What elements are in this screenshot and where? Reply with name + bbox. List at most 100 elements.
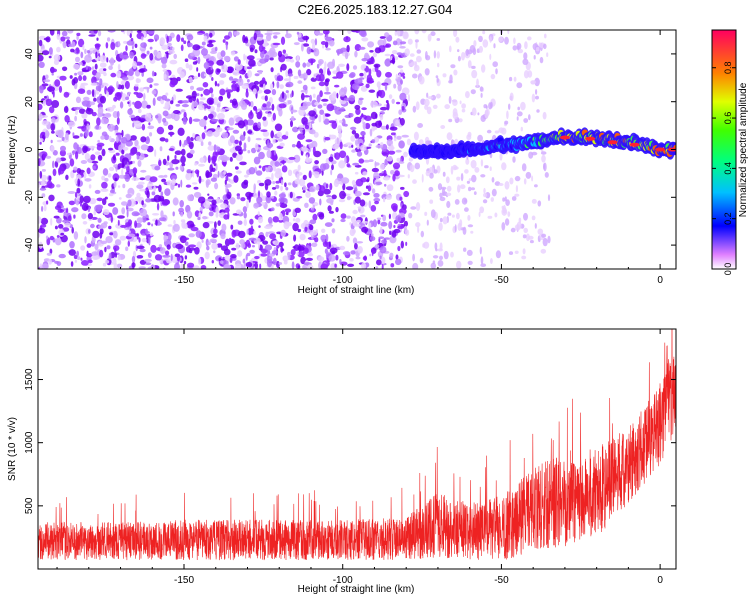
noise-blob [56,217,62,224]
noise-blob [79,195,84,203]
noise-blob [325,47,331,51]
noise-blob [204,251,210,260]
noise-blob [73,214,76,219]
noise-blob [186,169,192,174]
noise-blob [58,224,64,229]
top-y-tick-label: 20 [24,96,35,108]
noise-blob [381,82,389,86]
noise-blob [146,77,154,84]
noise-blob [314,160,319,165]
noise-blob [80,245,86,251]
sparse-blob [408,63,414,67]
noise-blob [141,200,144,206]
noise-blob [38,152,43,158]
sparse-blob [527,36,532,41]
noise-blob [346,196,351,201]
noise-blob [190,226,199,232]
noise-blob [193,75,198,80]
noise-blob [279,84,284,89]
noise-blob [270,130,275,139]
noise-blob [129,107,132,111]
noise-blob [106,245,111,250]
noise-blob [86,123,90,132]
noise-blob [192,61,198,65]
noise-blob [38,61,45,68]
noise-blob [218,95,223,102]
noise-blob [38,113,43,121]
noise-blob [285,81,294,88]
noise-blob [338,160,346,169]
sparse-blob [410,206,417,210]
sparse-blob [427,33,432,42]
sparse-blob [415,101,420,111]
noise-blob [91,66,95,70]
noise-blob [117,63,121,71]
noise-blob [223,55,231,62]
noise-blob [55,237,62,246]
noise-blob [71,227,74,234]
noise-blob [125,45,128,52]
noise-blob [232,129,240,134]
sparse-blob [430,262,437,269]
noise-blob [237,120,245,129]
noise-blob [247,136,251,143]
noise-blob [318,81,326,87]
noise-blob [247,130,253,134]
noise-blob [235,166,239,170]
sparse-blob [439,255,443,260]
noise-blob [226,127,234,131]
sparse-blob [465,158,470,165]
noise-blob [47,86,55,92]
noise-blob [38,103,43,111]
noise-blob [84,129,89,138]
sparse-blob [507,30,510,35]
noise-blob [334,143,339,150]
noise-blob [390,143,394,152]
noise-blob [204,73,207,77]
noise-blob [275,203,281,207]
sparse-blob [417,123,423,128]
noise-blob [316,94,321,103]
noise-blob [41,115,48,118]
noise-blob [201,41,206,46]
noise-blob [180,219,186,223]
noise-blob [107,173,112,178]
noise-blob [203,35,208,42]
noise-blob [382,214,387,222]
noise-blob [82,75,87,81]
noise-blob [231,80,237,84]
noise-blob [160,210,164,218]
sparse-blob [425,140,431,146]
noise-blob [309,122,312,128]
noise-blob [395,149,402,153]
noise-blob [278,197,286,203]
noise-blob [207,155,211,164]
noise-blob [234,139,239,144]
sparse-blob [516,82,523,89]
noise-blob [207,193,210,196]
sparse-blob [440,125,446,129]
bottom-x-tick-label: -150 [174,575,194,586]
noise-blob [368,68,372,76]
noise-blob [383,169,387,178]
noise-blob [297,164,301,171]
noise-blob [308,110,317,117]
sparse-blob [472,47,477,56]
noise-blob [265,231,269,237]
noise-blob [235,242,240,250]
sparse-blob [514,250,519,254]
noise-blob [146,145,154,153]
noise-blob [302,43,310,47]
noise-blob [236,195,241,200]
noise-blob [380,106,388,111]
sparse-blob [486,129,492,134]
sparse-blob [426,92,429,98]
sparse-blob [516,111,523,117]
noise-blob [309,185,316,193]
noise-blob [297,265,301,269]
noise-blob [45,130,50,139]
noise-blob [134,83,139,87]
noise-blob [210,177,217,182]
noise-blob [187,262,195,268]
